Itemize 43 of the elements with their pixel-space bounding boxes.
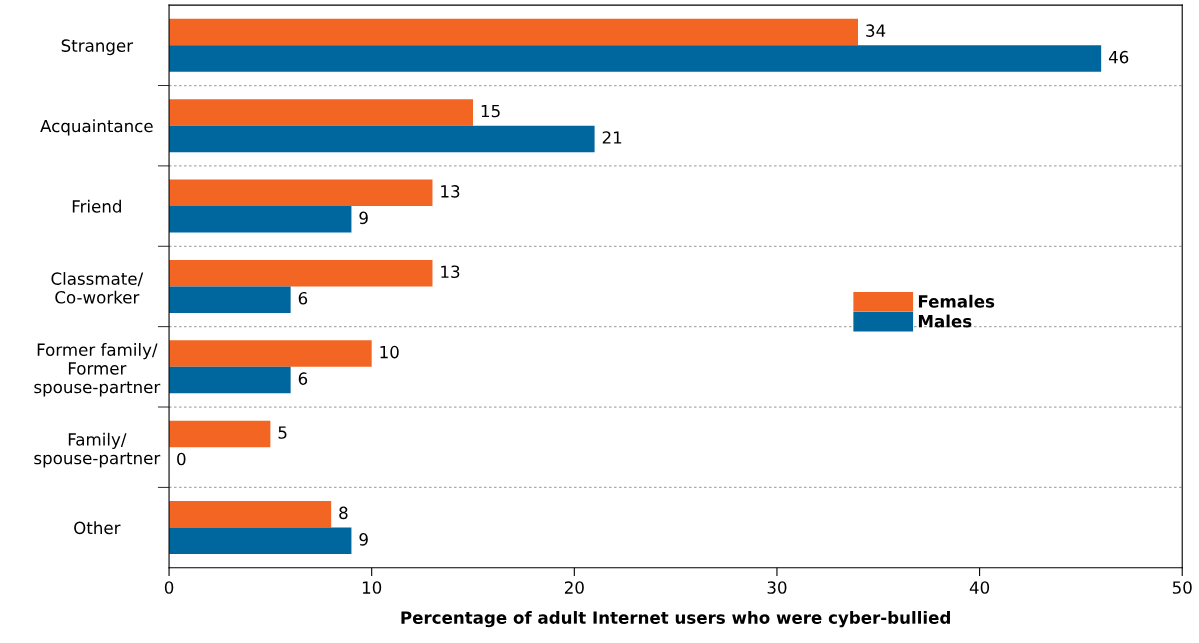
- data-label: 21: [602, 131, 622, 144]
- y-tick-label: Former family/ Former spouse-partner: [34, 343, 161, 397]
- bar: [169, 501, 332, 528]
- x-tick-label: 0: [164, 581, 174, 594]
- x-axis-title: Percentage of adult Internet users who were cyber-bullied: [401, 610, 950, 628]
- bar: [169, 45, 1102, 72]
- data-label: 13: [441, 265, 460, 279]
- bar: [169, 259, 433, 287]
- bar: [169, 99, 474, 126]
- y-tick-label: Friend: [72, 199, 121, 213]
- bar: [169, 527, 352, 555]
- y-tick-label: Family/ spouse-partner: [34, 432, 161, 468]
- data-label: 0: [177, 452, 186, 466]
- x-tick-label: 30: [767, 581, 787, 594]
- x-tick-label: 40: [969, 581, 990, 594]
- data-label: 10: [380, 345, 399, 359]
- data-label: 46: [1108, 50, 1129, 64]
- data-label: 34: [866, 24, 886, 37]
- data-label: 15: [481, 104, 500, 118]
- data-label: 6: [298, 372, 308, 385]
- bar: [169, 179, 433, 207]
- data-label: 9: [359, 533, 368, 546]
- y-tick-label: Acquaintance: [40, 119, 153, 136]
- y-tick-label: Classmate/ Co-worker: [51, 272, 144, 304]
- x-tick-label: 20: [564, 581, 584, 594]
- bar: [169, 366, 291, 394]
- bar: [169, 420, 271, 448]
- data-label: 6: [298, 291, 308, 305]
- x-tick-label: 10: [362, 581, 382, 594]
- bar: [169, 340, 372, 367]
- legend-label: Males: [918, 314, 972, 328]
- data-label: 5: [278, 426, 287, 439]
- y-tick-label: Stranger: [61, 39, 134, 56]
- bar: [169, 18, 858, 46]
- x-tick-label: 50: [1172, 581, 1192, 594]
- data-label: 9: [359, 211, 368, 225]
- legend-label: Females: [918, 294, 995, 308]
- data-label: 8: [339, 506, 348, 520]
- bar: [169, 286, 291, 313]
- data-label: 13: [441, 185, 460, 198]
- bar: [169, 206, 352, 233]
- y-tick-label: Other: [74, 521, 121, 535]
- bar: [169, 125, 595, 153]
